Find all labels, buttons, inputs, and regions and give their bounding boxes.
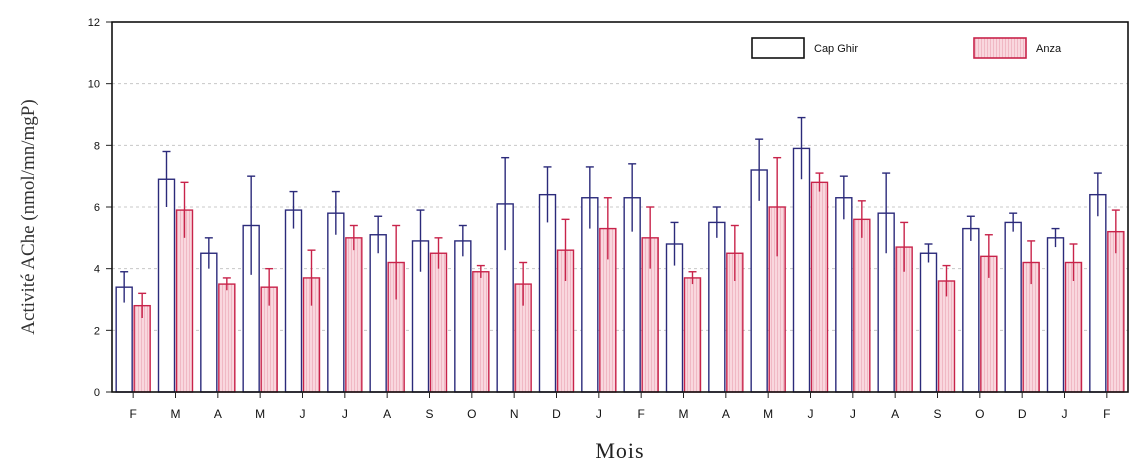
bar-cap-ghir	[200, 252, 218, 393]
bar-cap-ghir	[327, 212, 345, 393]
bar-cap-ghir	[115, 286, 133, 393]
bar-cap-ghir	[962, 227, 980, 393]
x-tick-label: M	[679, 407, 689, 421]
plot-frame	[111, 21, 1129, 393]
bar-cap-ghir	[919, 252, 938, 393]
x-tick-label: F	[637, 407, 644, 421]
bar-anza	[345, 237, 363, 393]
bar-cap-ghir	[1046, 237, 1065, 393]
x-tick-label: D	[1018, 407, 1027, 421]
bar-cap-ghir	[835, 197, 853, 393]
x-tick-label: O	[467, 407, 476, 421]
bar-anza	[429, 252, 448, 393]
bar-anza	[853, 218, 871, 393]
y-tick-label: 4	[94, 264, 100, 276]
y-axis-title: Activité AChe (nmol/mn/mgP)	[18, 99, 39, 334]
y-tick-label: 2	[94, 325, 100, 337]
bar-anza	[937, 280, 956, 393]
x-tick-label: M	[255, 407, 265, 421]
bar-cap-ghir	[750, 169, 768, 393]
x-tick-label: J	[808, 407, 814, 421]
x-tick-label: D	[552, 407, 561, 421]
legend-swatch	[973, 37, 1027, 59]
y-tick-label: 10	[88, 79, 100, 91]
bar-cap-ghir	[708, 221, 726, 393]
x-tick-label: A	[214, 407, 222, 421]
bar-anza	[472, 271, 490, 393]
x-tick-label: S	[933, 407, 941, 421]
bar-cap-ghir	[369, 234, 387, 393]
bar-cap-ghir	[284, 209, 303, 393]
bar-cap-ghir	[538, 193, 557, 393]
x-tick-label: M	[171, 407, 181, 421]
legend-label: Cap Ghir	[814, 43, 858, 55]
x-tick-label: S	[425, 407, 433, 421]
bar-anza	[218, 283, 236, 393]
x-axis-title: Mois	[595, 438, 644, 463]
y-tick-label: 12	[88, 17, 100, 29]
bar-anza	[810, 181, 829, 393]
legend-swatch	[751, 37, 805, 59]
x-tick-label: J	[596, 407, 602, 421]
bar-anza	[133, 304, 151, 393]
x-tick-label: A	[383, 407, 391, 421]
bar-cap-ghir	[665, 243, 684, 393]
bar-cap-ghir	[1004, 221, 1022, 393]
y-tick-label: 0	[94, 387, 100, 399]
bar-cap-ghir	[157, 178, 176, 393]
bar-anza	[683, 277, 702, 393]
x-tick-label: J	[850, 407, 856, 421]
legend-label: Anza	[1036, 43, 1062, 55]
x-tick-label: A	[722, 407, 730, 421]
x-tick-label: F	[129, 407, 136, 421]
x-tick-label: M	[763, 407, 773, 421]
bar-cap-ghir	[792, 147, 811, 393]
y-tick-label: 8	[94, 140, 100, 152]
x-tick-label: J	[342, 407, 348, 421]
y-tick-label: 6	[94, 202, 100, 214]
x-tick-label: O	[975, 407, 984, 421]
bar-anza	[1107, 230, 1125, 393]
x-tick-label: A	[891, 407, 899, 421]
x-tick-label: J	[300, 407, 306, 421]
x-tick-label: F	[1103, 407, 1110, 421]
bar-anza	[1064, 261, 1083, 393]
x-tick-label: J	[1062, 407, 1068, 421]
bar-cap-ghir	[1089, 193, 1107, 393]
x-tick-label: N	[510, 407, 519, 421]
bar-cap-ghir	[454, 240, 472, 393]
